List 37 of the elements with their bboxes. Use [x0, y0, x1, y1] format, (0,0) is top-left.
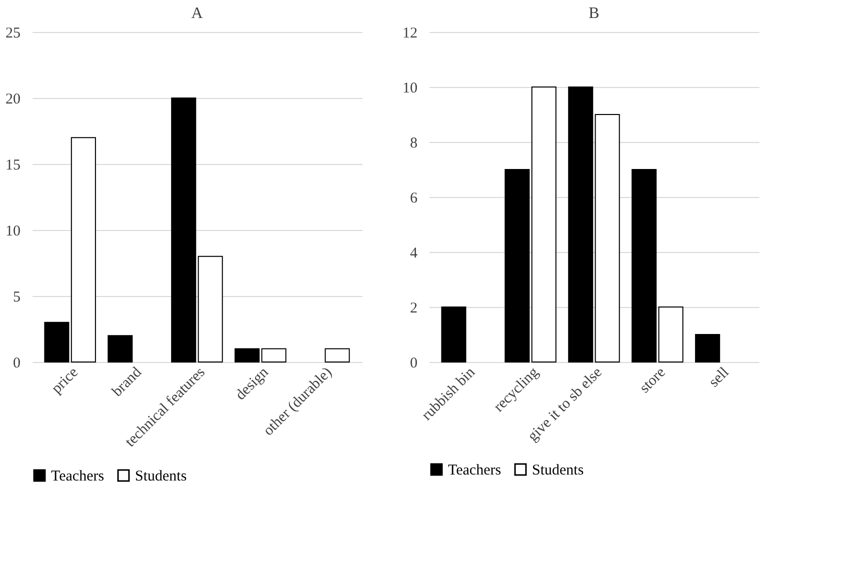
- chart-title: B: [588, 5, 600, 22]
- y-tick-label: 4: [410, 246, 418, 262]
- y-tick-label: 0: [13, 356, 20, 372]
- y-tick-label: 10: [6, 224, 20, 240]
- bar: [658, 306, 684, 362]
- bar: [198, 256, 223, 362]
- bar: [234, 348, 260, 362]
- bar: [695, 334, 720, 362]
- bar: [531, 86, 556, 362]
- y-tick-label: 20: [6, 92, 20, 108]
- y-tick-label: 25: [6, 26, 20, 42]
- y-tick-label: 8: [410, 136, 418, 152]
- bar: [632, 169, 657, 362]
- bar: [504, 169, 530, 362]
- y-tick-label: 0: [410, 356, 418, 372]
- x-tick-label: store: [636, 364, 670, 396]
- bar: [568, 86, 594, 362]
- y-tick-label: 2: [410, 300, 418, 316]
- bar: [44, 322, 70, 362]
- bar: [441, 306, 466, 362]
- bar: [108, 335, 133, 362]
- bar: [171, 98, 196, 362]
- y-tick-label: 15: [6, 158, 20, 174]
- legend-label: Students: [532, 462, 584, 479]
- chart-title: A: [191, 5, 204, 22]
- y-tick-label: 12: [402, 26, 418, 42]
- legend-label: Teachers: [51, 468, 104, 485]
- bar: [324, 348, 350, 362]
- y-tick-label: 6: [410, 190, 418, 206]
- y-tick-label: 10: [402, 80, 418, 96]
- x-tick-label: sell: [706, 364, 732, 391]
- y-tick-label: 5: [13, 290, 20, 306]
- legend-label: Teachers: [448, 462, 502, 479]
- legend-label: Students: [135, 468, 187, 485]
- bar: [261, 348, 286, 362]
- bar: [70, 137, 96, 362]
- bar: [594, 114, 620, 362]
